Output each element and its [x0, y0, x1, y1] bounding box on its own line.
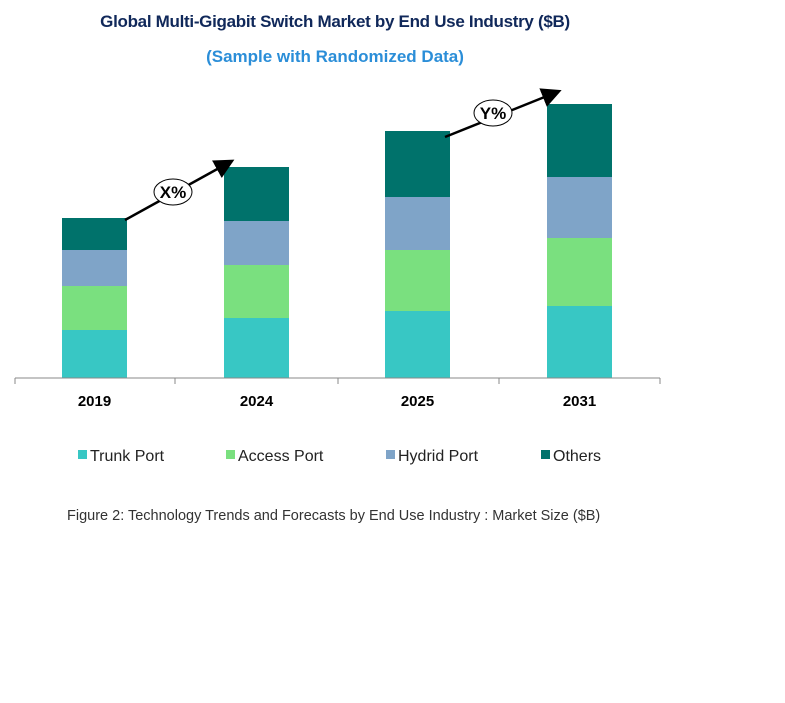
x-tick-label-2019: 2019 [78, 393, 111, 410]
growth-label-bubble [153, 178, 193, 206]
bar-segment-access-port-2031 [547, 238, 612, 306]
bar-segment-trunk-port-2024 [224, 318, 289, 378]
bar-segment-others-2025 [385, 131, 450, 197]
bar-segment-others-2019 [62, 218, 127, 250]
bar-segment-others-2031 [547, 104, 612, 177]
bar-segment-hydrid-port-2019 [62, 250, 127, 286]
bar-segment-trunk-port-2025 [385, 311, 450, 378]
bar-segment-trunk-port-2019 [62, 330, 127, 378]
bar-segment-access-port-2019 [62, 286, 127, 330]
legend-label-access-port: Access Port [238, 448, 324, 465]
legend-label-trunk-port: Trunk Port [90, 448, 165, 465]
bar-segment-hydrid-port-2025 [385, 197, 450, 250]
legend-swatch-hydrid-port [386, 450, 395, 459]
growth-label-X%: X% [160, 183, 186, 202]
x-tick-label-2031: 2031 [563, 393, 596, 410]
bar-segment-trunk-port-2031 [547, 306, 612, 378]
chart-title: Global Multi-Gigabit Switch Market by En… [100, 12, 570, 31]
x-tick-label-2025: 2025 [401, 393, 434, 410]
growth-label-Y%: Y% [480, 104, 506, 123]
figure-caption: Figure 2: Technology Trends and Forecast… [67, 508, 601, 524]
chart-subtitle: (Sample with Randomized Data) [206, 47, 464, 66]
bar-segment-others-2024 [224, 167, 289, 221]
legend-swatch-access-port [226, 450, 235, 459]
bar-segment-access-port-2025 [385, 250, 450, 311]
bar-segment-hydrid-port-2031 [547, 177, 612, 238]
legend-swatch-trunk-port [78, 450, 87, 459]
legend-label-hydrid-port: Hydrid Port [398, 448, 479, 465]
bar-segment-hydrid-port-2024 [224, 221, 289, 265]
x-tick-label-2024: 2024 [240, 393, 274, 410]
growth-label-bubble [473, 99, 513, 127]
bar-segment-access-port-2024 [224, 265, 289, 318]
legend-swatch-others [541, 450, 550, 459]
legend-label-others: Others [553, 448, 601, 465]
